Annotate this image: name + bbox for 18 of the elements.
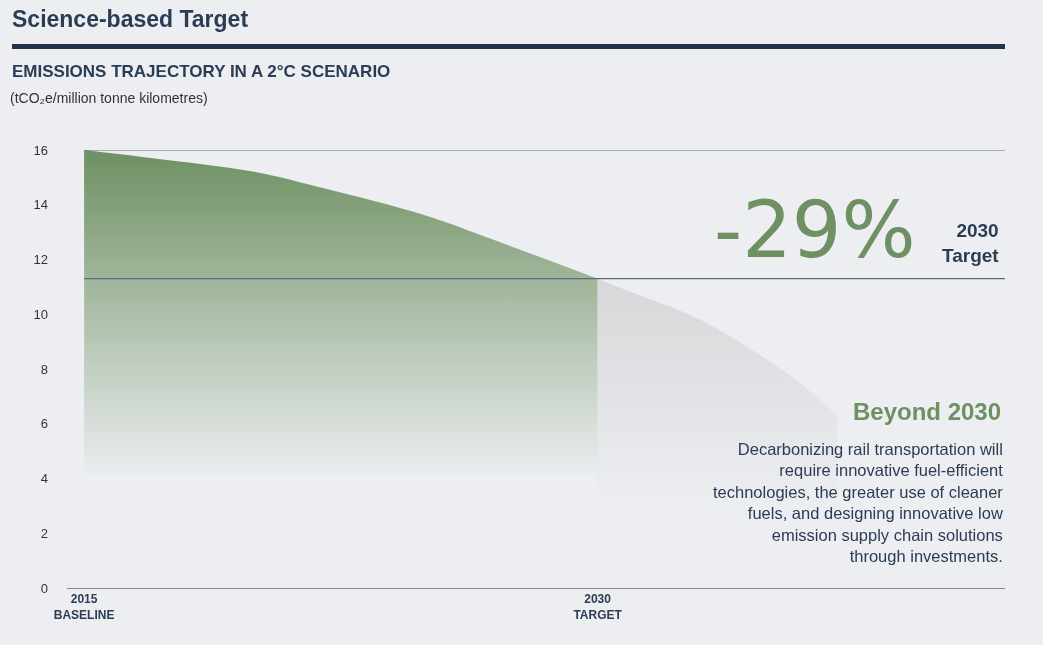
y-tick-label: 2 <box>40 525 48 541</box>
chart-title: Science-based Target <box>12 6 249 33</box>
y-tick-label: 14 <box>33 197 48 213</box>
annotation: Beyond 2030 <box>853 398 1002 425</box>
y-tick-label: 8 <box>40 361 48 377</box>
y-tick-label: 12 <box>33 252 48 268</box>
y-tick-label: 4 <box>40 471 48 487</box>
y-tick-label: 6 <box>40 416 48 432</box>
y-axis-title: (tCO₂e/million tonne kilometres) <box>10 90 208 106</box>
annotation: -29% <box>714 185 916 275</box>
y-tick-label: 0 <box>40 580 48 596</box>
annotation: Decarbonizing rail transportation will require innovative fuel-efficient technologies, the greater use of cleaner fuels, and designing innovative low emission supply chain solutions through investments. <box>713 440 1004 566</box>
x-tick-label: 2015 BASELINE <box>53 592 115 622</box>
y-tick-label: 10 <box>33 306 48 322</box>
annotation: 2030 Target <box>942 220 1000 266</box>
y-tick-label: 16 <box>33 142 48 158</box>
chart-subtitle: EMISSIONS TRAJECTORY IN A 2°C SCENARIO <box>12 62 391 82</box>
x-tick-label: 2030 TARGET <box>573 592 623 622</box>
